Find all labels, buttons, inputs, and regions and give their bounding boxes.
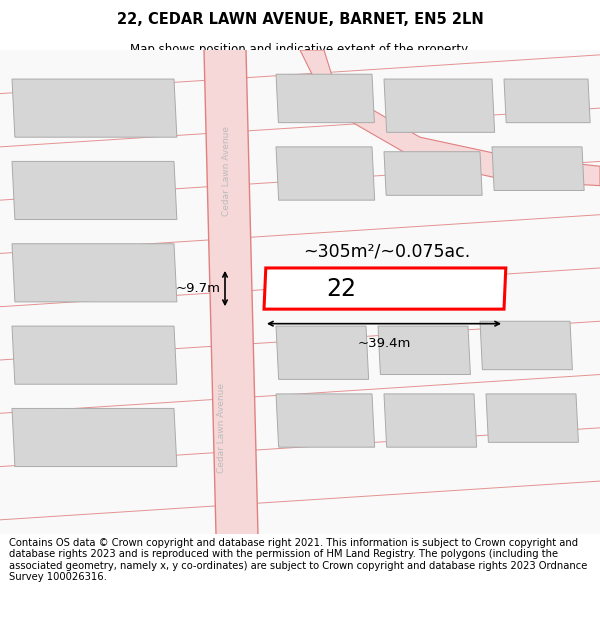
Polygon shape <box>492 147 584 191</box>
Polygon shape <box>12 79 177 137</box>
Text: ~39.4m: ~39.4m <box>358 338 410 350</box>
Text: Contains OS data © Crown copyright and database right 2021. This information is : Contains OS data © Crown copyright and d… <box>9 538 587 582</box>
Polygon shape <box>384 394 476 448</box>
Text: Cedar Lawn Avenue: Cedar Lawn Avenue <box>222 126 232 216</box>
Polygon shape <box>12 244 177 302</box>
Polygon shape <box>504 79 590 122</box>
Text: Cedar Lawn Avenue: Cedar Lawn Avenue <box>218 382 227 472</box>
Polygon shape <box>12 161 177 219</box>
Text: 22, CEDAR LAWN AVENUE, BARNET, EN5 2LN: 22, CEDAR LAWN AVENUE, BARNET, EN5 2LN <box>116 12 484 27</box>
Polygon shape <box>384 79 494 132</box>
Polygon shape <box>276 394 374 448</box>
Text: ~9.7m: ~9.7m <box>175 282 220 295</box>
Polygon shape <box>204 50 258 534</box>
Polygon shape <box>486 394 578 442</box>
Polygon shape <box>300 50 600 186</box>
Polygon shape <box>276 74 374 122</box>
Text: 22: 22 <box>326 276 356 301</box>
Text: Map shows position and indicative extent of the property.: Map shows position and indicative extent… <box>130 42 470 56</box>
Polygon shape <box>12 326 177 384</box>
Text: ~305m²/~0.075ac.: ~305m²/~0.075ac. <box>304 242 470 260</box>
Polygon shape <box>276 326 368 379</box>
Polygon shape <box>378 326 470 374</box>
Polygon shape <box>384 152 482 195</box>
Polygon shape <box>12 409 177 466</box>
Polygon shape <box>264 268 506 309</box>
Polygon shape <box>276 147 374 200</box>
Polygon shape <box>480 321 572 369</box>
